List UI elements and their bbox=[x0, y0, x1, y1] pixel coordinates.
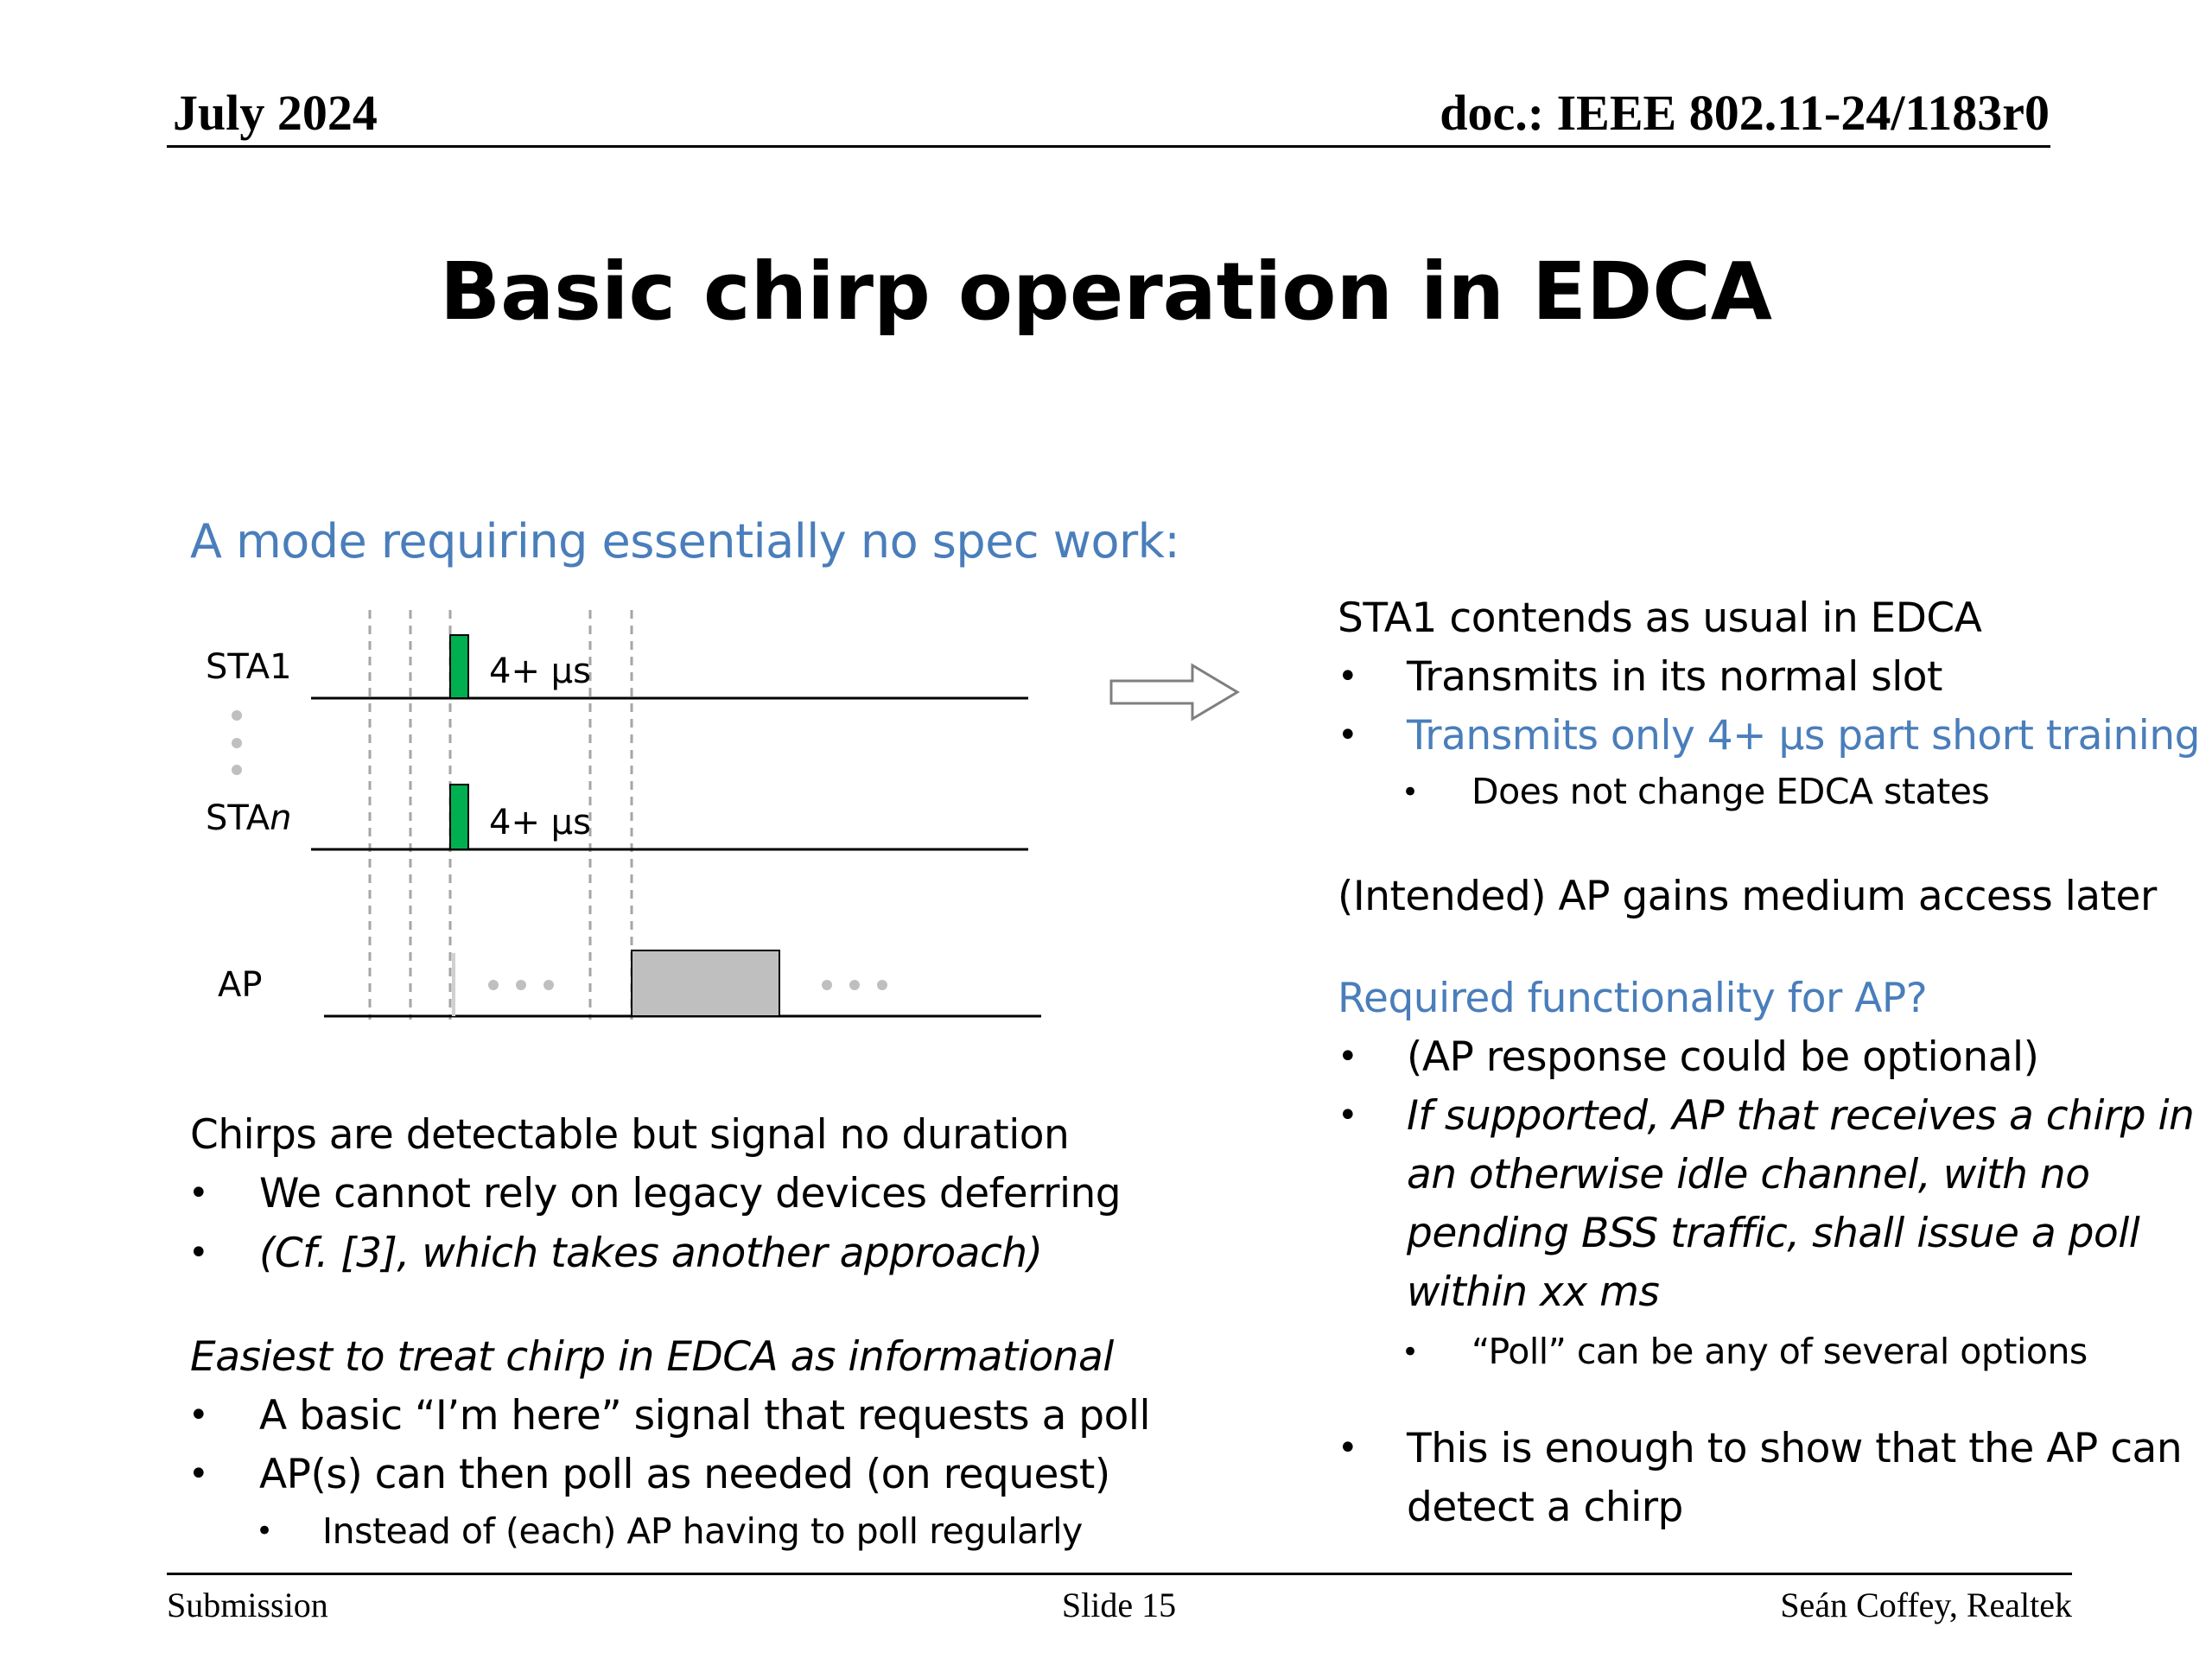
left-para-2: Easiest to treat chirp in EDCA as inform… bbox=[190, 1333, 1114, 1381]
ellipsis-dot bbox=[543, 980, 554, 990]
stan-chirp-duration: 4+ µs bbox=[489, 803, 591, 842]
right-sub-bullet-1: Does not change EDCA states bbox=[1471, 771, 1990, 812]
footer-slide-number: Slide 15 bbox=[1061, 1586, 1177, 1624]
ellipsis-dot bbox=[516, 980, 526, 990]
ellipsis-dot bbox=[232, 710, 242, 721]
right-sub-bullet-2: “Poll” can be any of several options bbox=[1471, 1331, 2088, 1372]
left-sub-bullet: Instead of (each) AP having to poll regu… bbox=[322, 1510, 1083, 1552]
right-bullet-4-line-3: pending BSS traffic, shall issue a poll bbox=[1407, 1210, 2140, 1257]
bullet-icon: • bbox=[188, 1173, 209, 1213]
ap-label: AP bbox=[218, 965, 262, 1005]
ellipsis-dot bbox=[232, 765, 242, 775]
right-bullet-4-line-1: If supported, AP that receives a chirp i… bbox=[1407, 1092, 2195, 1140]
left-bullet-1: We cannot rely on legacy devices deferri… bbox=[259, 1170, 1122, 1217]
ap-transmission bbox=[631, 950, 780, 1017]
sta1-chirp bbox=[449, 634, 469, 699]
left-bullet-3: A basic “I’m here” signal that requests … bbox=[259, 1392, 1151, 1440]
bullet-icon: • bbox=[188, 1233, 209, 1273]
sta1-chirp-duration: 4+ µs bbox=[489, 652, 591, 691]
ellipsis-dot bbox=[849, 980, 860, 990]
footer-rule bbox=[167, 1573, 2072, 1575]
left-para-1: Chirps are detectable but signal no dura… bbox=[190, 1111, 1070, 1159]
footer-author: Seán Coffey, Realtek bbox=[1780, 1586, 2072, 1624]
right-heading: Required functionality for AP? bbox=[1338, 975, 1928, 1022]
right-para-1: STA1 contends as usual in EDCA bbox=[1338, 594, 1982, 642]
right-bullet-5-line-1: This is enough to show that the AP can bbox=[1407, 1425, 2183, 1472]
right-bullet-2: Transmits only 4+ µs part short training bbox=[1407, 712, 2200, 760]
bullet-icon: • bbox=[188, 1454, 209, 1494]
right-bullet-3: (AP response could be optional) bbox=[1407, 1033, 2039, 1081]
bullet-icon: • bbox=[1338, 1037, 1358, 1077]
header-doc-id: doc.: IEEE 802.11-24/1183r0 bbox=[1440, 85, 2050, 141]
bullet-icon: • bbox=[1338, 1096, 1358, 1135]
bullet-icon: • bbox=[1338, 1428, 1358, 1468]
left-subtitle: A mode requiring essentially no spec wor… bbox=[190, 514, 1180, 569]
header-rule bbox=[167, 145, 2050, 148]
ellipsis-dot bbox=[877, 980, 887, 990]
left-bullet-4: AP(s) can then poll as needed (on reques… bbox=[259, 1451, 1110, 1498]
right-bullet-1: Transmits in its normal slot bbox=[1407, 653, 1942, 701]
bullet-icon: • bbox=[1338, 715, 1358, 755]
bullet-icon: • bbox=[256, 1514, 274, 1548]
left-bullet-2: (Cf. [3], which takes another approach) bbox=[259, 1230, 1043, 1277]
footer-submission: Submission bbox=[167, 1586, 328, 1624]
right-bullet-4-line-2: an otherwise idle channel, with no bbox=[1407, 1151, 2090, 1198]
right-bullet-5-line-2: detect a chirp bbox=[1407, 1484, 1683, 1531]
right-arrow-icon bbox=[1109, 663, 1240, 721]
bullet-icon: • bbox=[1402, 1335, 1420, 1370]
bullet-icon: • bbox=[1402, 775, 1420, 810]
ellipsis-dot bbox=[232, 738, 242, 748]
bullet-icon: • bbox=[1338, 657, 1358, 696]
bullet-icon: • bbox=[188, 1395, 209, 1435]
stan-label: STAn bbox=[206, 798, 291, 838]
header-date: July 2024 bbox=[173, 85, 378, 141]
ellipsis-dot bbox=[822, 980, 832, 990]
right-bullet-4-line-4: within xx ms bbox=[1407, 1268, 1660, 1316]
sta1-label: STA1 bbox=[206, 647, 292, 687]
right-para-2: (Intended) AP gains medium access later bbox=[1338, 873, 2157, 920]
ellipsis-dot bbox=[488, 980, 499, 990]
stan-chirp bbox=[449, 784, 469, 850]
slide-title: Basic chirp operation in EDCA bbox=[439, 245, 1773, 338]
